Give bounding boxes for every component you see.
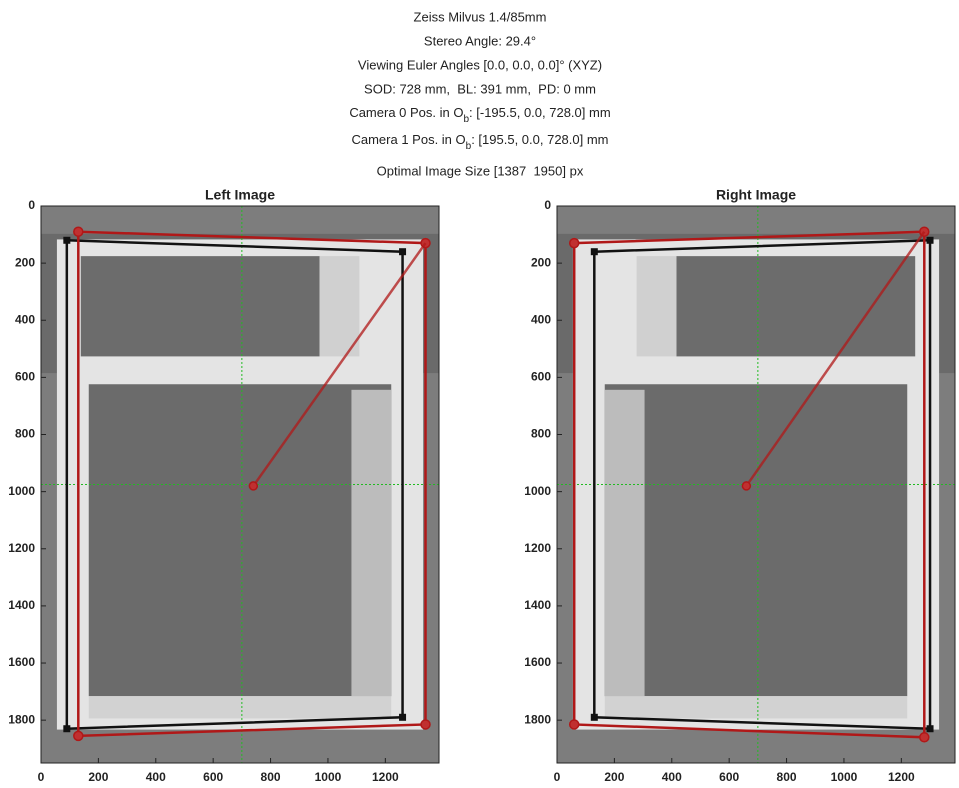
y-tick-label: 1600 (524, 655, 551, 669)
title-line: Camera 1 Pos. in Ob: [195.5, 0.0, 728.0]… (351, 132, 608, 151)
x-tick-label: 1200 (372, 770, 399, 784)
corner-marker (927, 237, 934, 244)
corner-marker (74, 227, 83, 236)
center-marker (742, 482, 750, 490)
x-tick-label: 0 (38, 770, 45, 784)
x-tick-label: 1000 (831, 770, 858, 784)
title-part: : [195.5, 0.0, 728.0] mm (471, 132, 608, 147)
y-tick-label: 1600 (8, 655, 35, 669)
y-tick-label: 1800 (524, 712, 551, 726)
y-tick-label: 600 (15, 370, 35, 384)
corner-marker (74, 731, 83, 740)
corner-marker (927, 725, 934, 732)
corner-marker (570, 720, 579, 729)
x-tick-label: 1000 (315, 770, 342, 784)
upper-panel (637, 256, 677, 356)
title-line: Stereo Angle: 29.4° (424, 33, 536, 48)
title-line: Viewing Euler Angles [0.0, 0.0, 0.0]° (X… (358, 57, 602, 72)
x-tick-label: 200 (604, 770, 624, 784)
side-wall (351, 390, 391, 696)
corner-marker (63, 237, 70, 244)
center-marker (249, 482, 257, 490)
x-tick-label: 200 (88, 770, 108, 784)
y-tick-label: 0 (28, 198, 35, 212)
floor (605, 696, 907, 718)
lower-opening (605, 384, 907, 696)
title-part: Camera 1 Pos. in O (351, 132, 465, 147)
upper-panel (320, 256, 360, 356)
y-tick-label: 800 (531, 427, 551, 441)
title-line: SOD: 728 mm, BL: 391 mm, PD: 0 mm (364, 81, 596, 96)
y-tick-label: 800 (15, 427, 35, 441)
figure: Zeiss Milvus 1.4/85mm Stereo Angle: 29.4°… (0, 0, 959, 788)
subplot-title: Right Image (716, 187, 796, 203)
title-part: : [-195.5, 0.0, 728.0] mm (469, 105, 611, 120)
corner-marker (591, 714, 598, 721)
side-wall (605, 390, 645, 696)
x-tick-label: 800 (261, 770, 281, 784)
title-line: Camera 0 Pos. in Ob: [-195.5, 0.0, 728.0… (349, 105, 610, 124)
subplot-title: Left Image (205, 187, 275, 203)
x-tick-label: 400 (146, 770, 166, 784)
y-tick-label: 200 (531, 255, 551, 269)
x-tick-label: 800 (777, 770, 797, 784)
y-tick-label: 1800 (8, 712, 35, 726)
x-tick-label: 1200 (888, 770, 915, 784)
title-line: Zeiss Milvus 1.4/85mm (414, 9, 547, 24)
y-tick-label: 1200 (524, 541, 551, 555)
y-tick-label: 1000 (8, 484, 35, 498)
floor (89, 696, 391, 718)
x-tick-label: 0 (554, 770, 561, 784)
y-tick-label: 200 (15, 255, 35, 269)
y-tick-label: 1200 (8, 541, 35, 555)
corner-marker (421, 720, 430, 729)
y-tick-label: 400 (15, 312, 35, 326)
lower-opening (89, 384, 391, 696)
y-tick-label: 600 (531, 370, 551, 384)
corner-marker (920, 733, 929, 742)
x-tick-label: 600 (719, 770, 739, 784)
x-tick-label: 400 (662, 770, 682, 784)
upper-opening (676, 256, 915, 356)
y-tick-label: 1400 (524, 598, 551, 612)
title-line: Optimal Image Size [1387 1950] px (377, 163, 584, 178)
title-part: Camera 0 Pos. in O (349, 105, 463, 120)
corner-marker (399, 248, 406, 255)
corner-marker (63, 725, 70, 732)
y-tick-label: 400 (531, 312, 551, 326)
y-tick-label: 0 (544, 198, 551, 212)
x-tick-label: 600 (203, 770, 223, 784)
corner-marker (399, 714, 406, 721)
y-tick-label: 1400 (8, 598, 35, 612)
upper-opening (81, 256, 320, 356)
corner-marker (591, 248, 598, 255)
y-tick-label: 1000 (524, 484, 551, 498)
corner-marker (570, 239, 579, 248)
